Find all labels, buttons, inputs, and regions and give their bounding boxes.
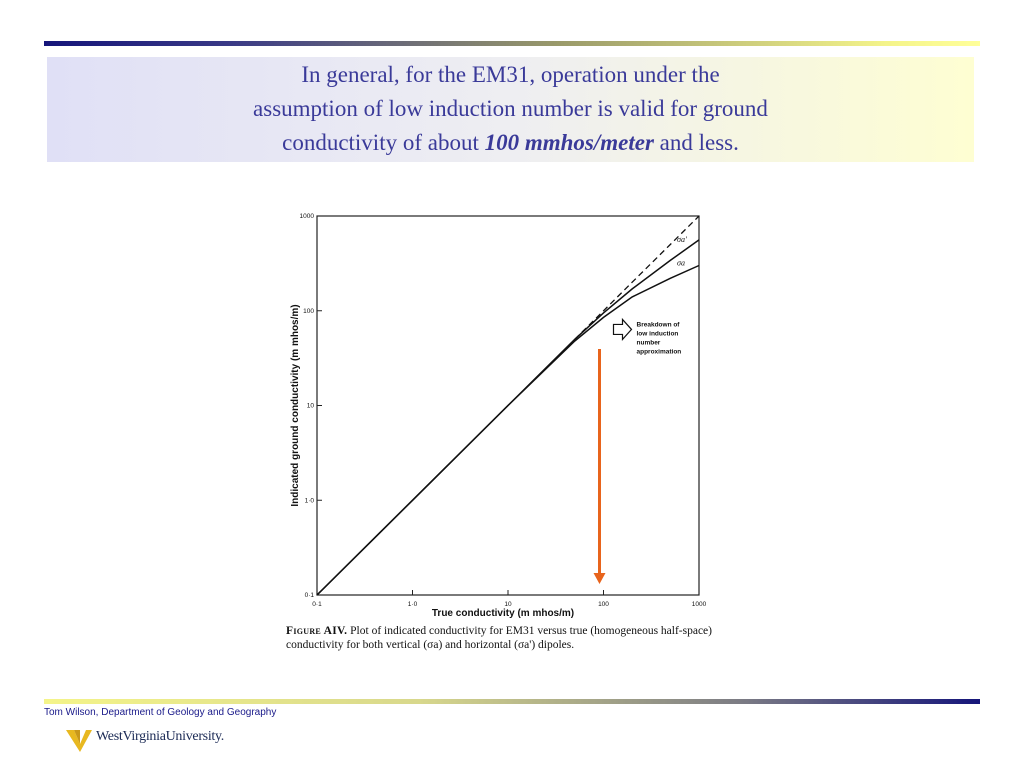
annotation-line-4: approximation (637, 348, 682, 355)
series-line-3 (316, 264, 700, 596)
breakdown-arrow-icon (612, 317, 633, 341)
series-label-3: σa (677, 259, 685, 268)
wvu-logo-icon (66, 730, 92, 752)
x-tick-label: 0·1 (312, 601, 322, 608)
series-line-2 (316, 239, 700, 596)
y-tick-label: 1000 (300, 213, 315, 220)
figure-caption: Figure AIV. Plot of indicated conductivi… (286, 624, 726, 652)
annotation-line-2: low induction (637, 330, 679, 337)
x-tick-label: 100 (598, 601, 609, 608)
annotation-line-3: number (637, 339, 661, 346)
y-tick-label: 100 (303, 308, 314, 315)
caption-text: Plot of indicated conductivity for EM31 … (286, 625, 712, 651)
title-box: In general, for the EM31, operation unde… (47, 57, 974, 162)
logo-text: WestVirginiaUniversity. (96, 729, 225, 744)
title-line-3: conductivity of about 100 mmhos/meter an… (47, 130, 974, 156)
bottom-rule (44, 699, 980, 704)
caption-label: Figure AIV. (286, 625, 348, 637)
x-tick-label: 1000 (692, 601, 707, 608)
footer-credit: Tom Wilson, Department of Geology and Ge… (44, 707, 277, 718)
top-rule (44, 41, 980, 46)
title-tail: and less. (653, 130, 739, 155)
x-axis-label: True conductivity (m mhos/m) (432, 608, 574, 619)
y-tick-label: 1·0 (305, 497, 315, 504)
title-line-1: In general, for the EM31, operation unde… (301, 62, 720, 87)
series-label-2: σa' (677, 235, 687, 244)
title-line-3-start: conductivity of about (282, 130, 485, 155)
title-line-2: assumption of low induction number is va… (253, 96, 768, 121)
x-tick-label: 1·0 (408, 601, 418, 608)
orange-arrow-head (593, 573, 606, 584)
y-tick-label: 0·1 (305, 592, 315, 599)
annotation-line-1: Breakdown of (637, 321, 681, 328)
y-tick-label: 10 (307, 403, 315, 410)
y-axis-label: Indicated ground conductivity (m mhos/m) (290, 304, 301, 506)
title-emphasis: 100 mmhos/meter (484, 130, 654, 155)
series-line-1 (574, 215, 700, 340)
x-tick-label: 10 (504, 601, 512, 608)
conductivity-chart: 0·1 1·0 10 100 1000 0·1 1·0 10 100 1000 True condu… (290, 213, 707, 619)
